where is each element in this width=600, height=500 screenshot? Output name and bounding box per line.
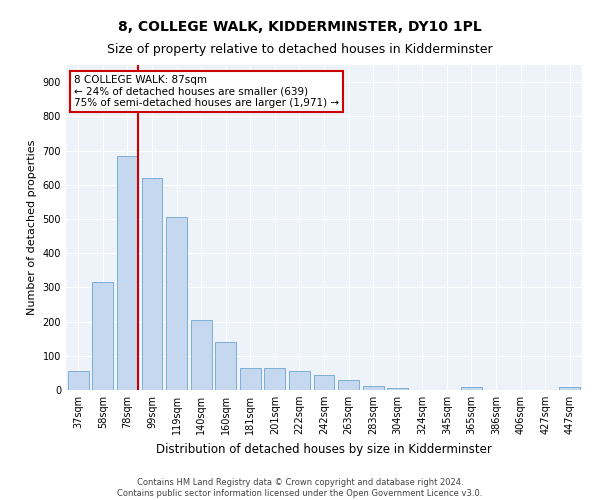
Bar [240,368,261,390]
Text: 8, COLLEGE WALK, KIDDERMINSTER, DY10 1PL: 8, COLLEGE WALK, KIDDERMINSTER, DY10 1PL [118,20,482,34]
Bar [68,371,89,390]
Bar [142,178,163,390]
Bar [314,374,334,390]
Bar [166,217,187,390]
Bar [362,386,383,390]
Y-axis label: Number of detached properties: Number of detached properties [27,140,37,315]
Bar [289,371,310,390]
Bar [265,368,286,390]
Text: 8 COLLEGE WALK: 87sqm
← 24% of detached houses are smaller (639)
75% of semi-det: 8 COLLEGE WALK: 87sqm ← 24% of detached … [74,74,339,108]
Bar [387,388,408,390]
Bar [559,388,580,390]
Bar [117,156,138,390]
Text: Contains HM Land Registry data © Crown copyright and database right 2024.
Contai: Contains HM Land Registry data © Crown c… [118,478,482,498]
Bar [92,282,113,390]
Text: Size of property relative to detached houses in Kidderminster: Size of property relative to detached ho… [107,42,493,56]
X-axis label: Distribution of detached houses by size in Kidderminster: Distribution of detached houses by size … [156,442,492,456]
Bar [461,388,482,390]
Bar [338,380,359,390]
Bar [215,342,236,390]
Bar [191,320,212,390]
